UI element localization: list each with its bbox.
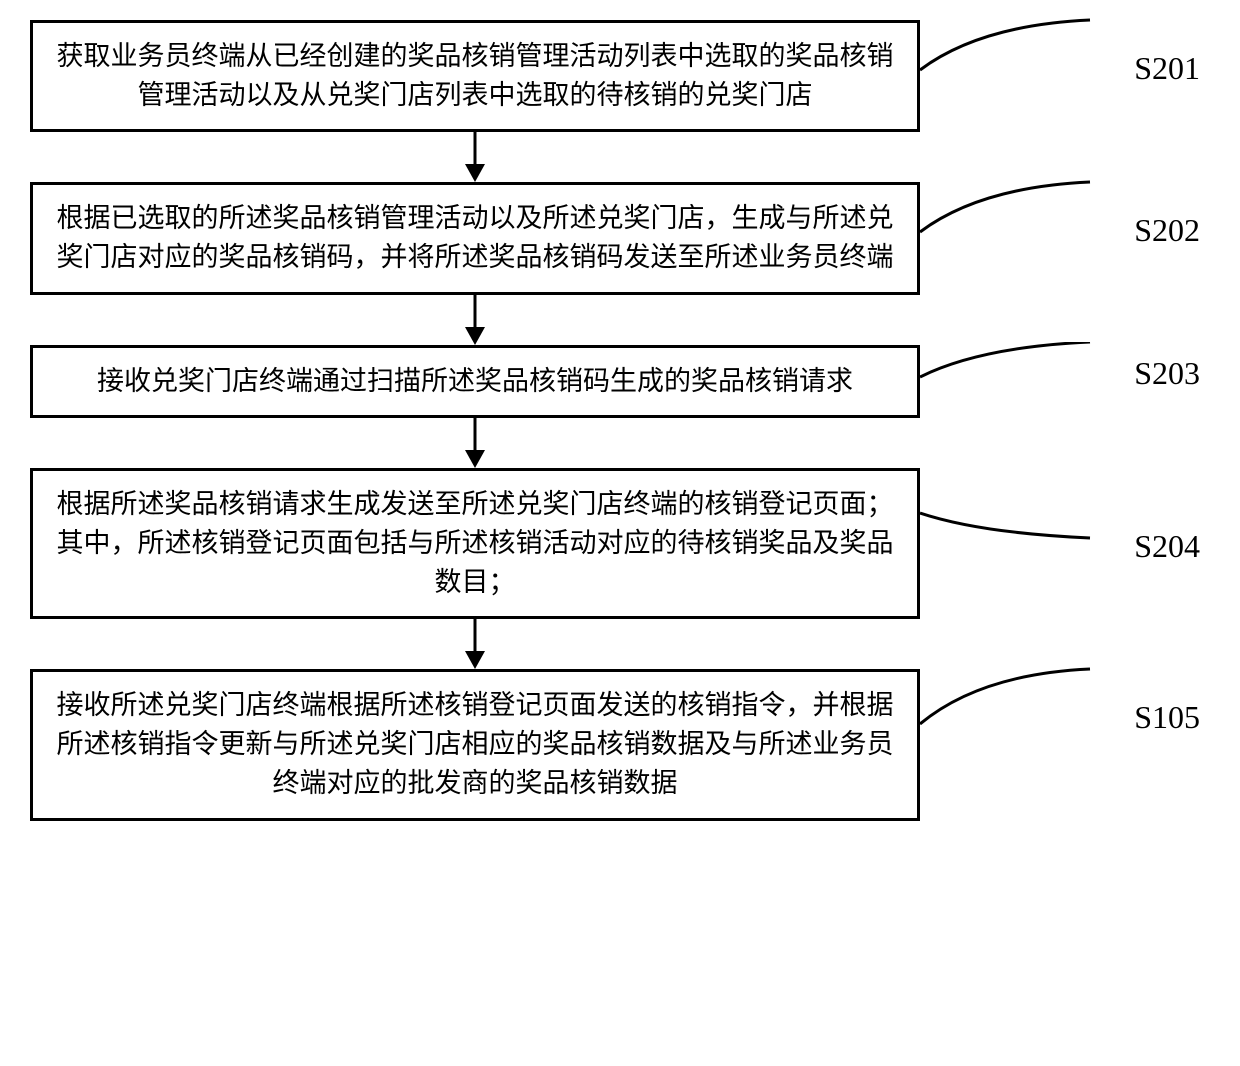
label-curve [920,664,1100,744]
label-curve [920,177,1100,257]
label-text: S201 [1134,50,1200,86]
label-text: S202 [1134,212,1200,248]
label-text: S105 [1134,699,1200,735]
arrow-head-icon [465,327,485,345]
connector-arrow [30,295,920,345]
step-label-s201: S201 [1134,50,1200,87]
step-text: 获取业务员终端从已经创建的奖品核销管理活动列表中选取的奖品核销管理活动以及从兑奖… [53,37,897,115]
connector-arrow [30,418,920,468]
label-curve [920,15,1100,95]
step-box-s202: 根据已选取的所述奖品核销管理活动以及所述兑奖门店，生成与所述兑奖门店对应的奖品核… [30,182,920,294]
label-curve [920,483,1100,563]
label-curve [920,342,1100,402]
connector-arrow [30,132,920,182]
step-text: 根据所述奖品核销请求生成发送至所述兑奖门店终端的核销登记页面；其中，所述核销登记… [53,485,897,602]
step-box-s204: 根据所述奖品核销请求生成发送至所述兑奖门店终端的核销登记页面；其中，所述核销登记… [30,468,920,619]
step-label-s203: S203 [1134,355,1200,392]
step-text: 接收所述兑奖门店终端根据所述核销登记页面发送的核销指令，并根据所述核销指令更新与… [53,686,897,803]
step-s202: 根据已选取的所述奖品核销管理活动以及所述兑奖门店，生成与所述兑奖门店对应的奖品核… [30,182,1210,294]
step-label-s204: S204 [1134,528,1200,565]
connector-arrow [30,619,920,669]
step-s201: 获取业务员终端从已经创建的奖品核销管理活动列表中选取的奖品核销管理活动以及从兑奖… [30,20,1210,132]
step-box-s105: 接收所述兑奖门店终端根据所述核销登记页面发送的核销指令，并根据所述核销指令更新与… [30,669,920,820]
step-box-s203: 接收兑奖门店终端通过扫描所述奖品核销码生成的奖品核销请求 [30,345,920,418]
step-s204: 根据所述奖品核销请求生成发送至所述兑奖门店终端的核销登记页面；其中，所述核销登记… [30,468,1210,619]
arrow-head-icon [465,450,485,468]
step-label-s202: S202 [1134,212,1200,249]
label-text: S203 [1134,355,1200,391]
arrow-head-icon [465,164,485,182]
arrow-head-icon [465,651,485,669]
step-text: 根据已选取的所述奖品核销管理活动以及所述兑奖门店，生成与所述兑奖门店对应的奖品核… [53,199,897,277]
step-label-s105: S105 [1134,699,1200,736]
step-box-s201: 获取业务员终端从已经创建的奖品核销管理活动列表中选取的奖品核销管理活动以及从兑奖… [30,20,920,132]
step-s203: 接收兑奖门店终端通过扫描所述奖品核销码生成的奖品核销请求 S203 [30,345,1210,418]
step-text: 接收兑奖门店终端通过扫描所述奖品核销码生成的奖品核销请求 [97,362,853,401]
step-s105: 接收所述兑奖门店终端根据所述核销登记页面发送的核销指令，并根据所述核销指令更新与… [30,669,1210,820]
flowchart-container: 获取业务员终端从已经创建的奖品核销管理活动列表中选取的奖品核销管理活动以及从兑奖… [30,20,1210,821]
label-text: S204 [1134,528,1200,564]
